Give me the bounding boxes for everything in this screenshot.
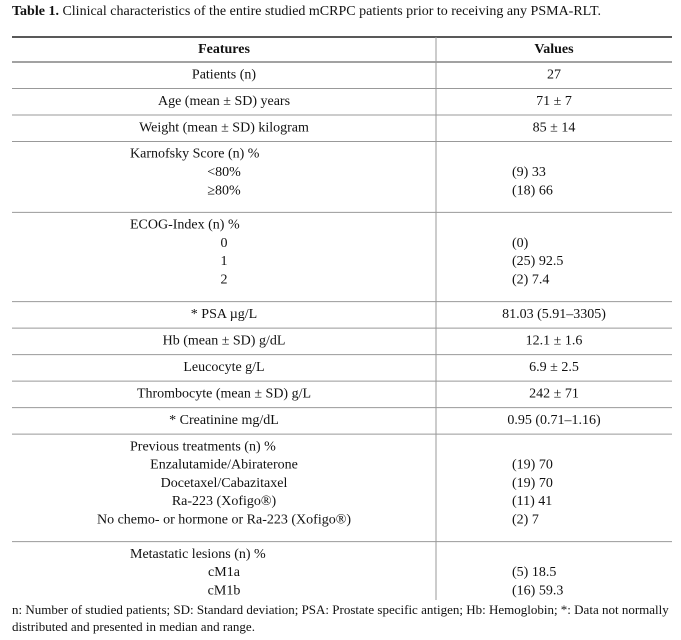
group-value: (18) 66 — [512, 183, 553, 198]
group-value: (2) 7 — [512, 513, 539, 528]
column-header: Features — [198, 42, 250, 57]
group-item: 2 — [221, 273, 228, 288]
group-value: (5) 18.5 — [512, 565, 556, 580]
value: 12.1 ± 1.6 — [526, 334, 583, 349]
group-value: (11) 41 — [512, 494, 552, 509]
feature: Hb (mean ± SD) g/dL — [163, 334, 286, 349]
table: Features Values Patients (n) 27 Age (mean ± … — [12, 36, 672, 600]
group-value: (19) 70 — [512, 476, 553, 491]
group-feature: ECOG-Index (n) % — [130, 218, 240, 233]
footnote: n: Number of studied patients; SD: Stand… — [12, 602, 669, 634]
group-value: (19) 70 — [512, 458, 553, 473]
group-item: 0 — [221, 236, 228, 251]
value: 71 ± 7 — [536, 94, 572, 109]
table-title: Clinical characteristics of the entire s… — [62, 4, 601, 19]
feature: Leucocyte g/L — [183, 360, 264, 375]
value: 0.95 (0.71–1.16) — [507, 413, 601, 428]
group-item: cM1b — [208, 583, 241, 598]
group-value: (2) 7.4 — [512, 273, 549, 288]
group-feature: Previous treatments (n) % — [130, 439, 276, 454]
group-value: (16) 59.3 — [512, 583, 563, 598]
group-item: Enzalutamide/Abiraterone — [150, 458, 298, 473]
value: 242 ± 71 — [529, 387, 579, 402]
feature: Weight (mean ± SD) kilogram — [139, 120, 309, 135]
table-label: Table 1. — [12, 4, 59, 19]
group-item: ≥80% — [207, 183, 241, 198]
feature: Patients (n) — [192, 67, 256, 82]
group-item: 1 — [221, 254, 228, 269]
column-header: Values — [534, 42, 574, 57]
group-feature: Karnofsky Score (n) % — [130, 147, 260, 162]
group-item: No chemo- or hormone or Ra-223 (Xofigo®) — [97, 513, 351, 528]
feature: Age (mean ± SD) years — [158, 94, 290, 109]
value: 81.03 (5.91–3305) — [502, 307, 606, 322]
group-item: Ra-223 (Xofigo®) — [172, 494, 277, 509]
feature: * PSA µg/L — [191, 307, 257, 322]
value: 6.9 ± 2.5 — [529, 360, 579, 375]
group-feature: Metastatic lesions (n) % — [130, 547, 266, 562]
group-item: Docetaxel/Cabazitaxel — [161, 476, 288, 491]
caption: Table 1. Clinical characteristics of the… — [12, 4, 601, 20]
group-value: (25) 92.5 — [512, 254, 563, 269]
feature: * Creatinine mg/dL — [169, 413, 279, 428]
value: 27 — [547, 67, 561, 82]
group-item: cM1a — [208, 565, 241, 580]
feature: Thrombocyte (mean ± SD) g/L — [137, 387, 311, 402]
value: 85 ± 14 — [533, 120, 576, 135]
group-value: (9) 33 — [512, 165, 546, 180]
group-item: <80% — [207, 165, 241, 180]
group-value: (0) — [512, 236, 529, 251]
